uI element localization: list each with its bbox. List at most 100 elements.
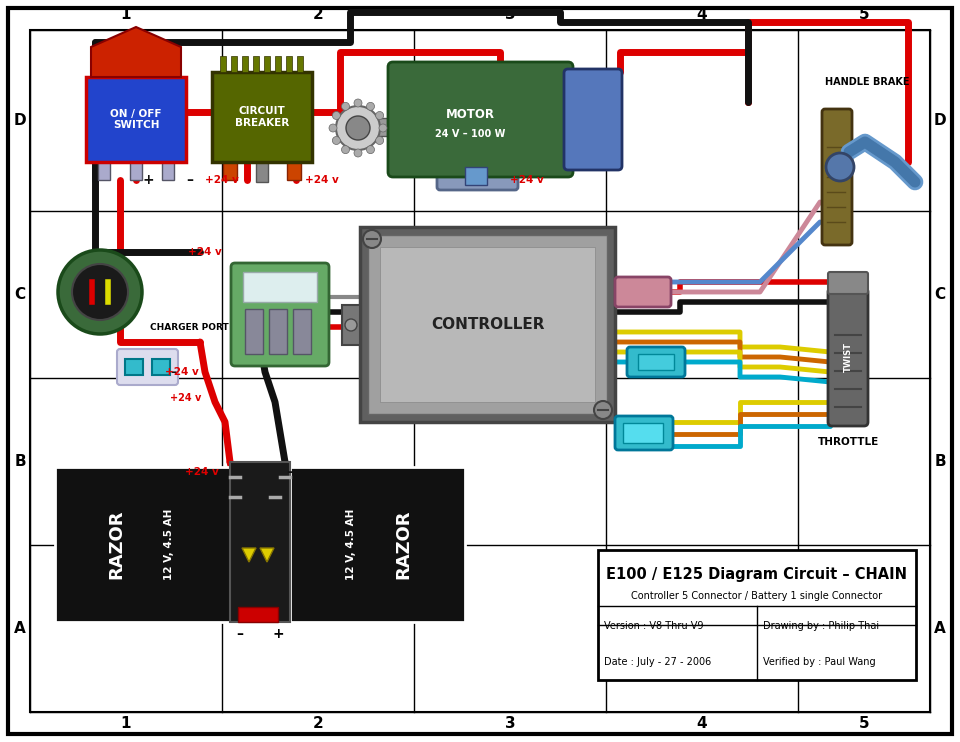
Text: +24 v: +24 v	[188, 247, 222, 257]
Text: RAZOR: RAZOR	[108, 510, 125, 580]
Circle shape	[354, 99, 362, 107]
Text: Verified by : Paul Wang: Verified by : Paul Wang	[763, 657, 876, 667]
Text: –: –	[286, 465, 294, 479]
Bar	[623, 423, 663, 443]
Circle shape	[363, 230, 381, 248]
Text: +24 v: +24 v	[185, 467, 219, 477]
Text: B: B	[14, 454, 26, 469]
Bar	[380, 247, 595, 402]
Polygon shape	[242, 548, 256, 562]
Bar	[253, 56, 259, 72]
Text: 5: 5	[858, 7, 870, 22]
Text: C: C	[14, 287, 26, 302]
Text: CONTROLLER: CONTROLLER	[431, 317, 544, 332]
Text: +: +	[273, 627, 284, 641]
FancyBboxPatch shape	[388, 62, 573, 177]
Text: Drawing by : Philip Thai: Drawing by : Philip Thai	[763, 621, 879, 631]
Text: +24 v: +24 v	[170, 393, 202, 403]
Bar	[638, 354, 674, 370]
Circle shape	[336, 106, 380, 150]
Circle shape	[379, 124, 387, 132]
Text: D: D	[13, 113, 26, 128]
Text: 5: 5	[858, 717, 870, 732]
Text: Controller 5 Connector / Battery 1 single Connector: Controller 5 Connector / Battery 1 singl…	[632, 591, 882, 601]
Text: CHARGER PORT: CHARGER PORT	[150, 323, 228, 332]
Text: ON / OFF
SWITCH: ON / OFF SWITCH	[110, 108, 161, 131]
FancyBboxPatch shape	[822, 109, 852, 245]
FancyBboxPatch shape	[627, 347, 685, 377]
Bar	[290, 467, 465, 622]
Circle shape	[329, 124, 337, 132]
Text: 12 V, 4.5 AH: 12 V, 4.5 AH	[347, 509, 356, 580]
Circle shape	[342, 145, 349, 154]
Text: –: –	[236, 627, 244, 641]
Circle shape	[72, 264, 128, 320]
Bar	[98, 162, 110, 180]
Bar	[264, 56, 270, 72]
Bar	[368, 235, 607, 414]
Text: +: +	[142, 173, 154, 187]
Text: Version : V8 Thru V9: Version : V8 Thru V9	[604, 621, 704, 631]
Text: 4: 4	[697, 7, 708, 22]
Text: D: D	[934, 113, 947, 128]
Text: B: B	[934, 454, 946, 469]
Polygon shape	[260, 548, 274, 562]
Circle shape	[354, 149, 362, 157]
Bar	[242, 56, 248, 72]
Text: Date : July - 27 - 2006: Date : July - 27 - 2006	[604, 657, 711, 667]
Bar	[245, 309, 263, 354]
Text: E100 / E125 Diagram Circuit – CHAIN: E100 / E125 Diagram Circuit – CHAIN	[607, 566, 907, 582]
Bar	[297, 56, 303, 72]
Circle shape	[375, 137, 384, 145]
Bar	[55, 467, 230, 622]
Text: C: C	[934, 287, 946, 302]
Circle shape	[332, 111, 341, 119]
FancyBboxPatch shape	[117, 349, 178, 385]
Bar	[130, 162, 142, 180]
Circle shape	[345, 319, 357, 331]
Text: +24 v: +24 v	[305, 175, 339, 185]
Bar	[243, 272, 317, 302]
Text: HANDLE BRAKE: HANDLE BRAKE	[825, 77, 909, 87]
Bar	[86, 77, 186, 162]
Bar	[465, 167, 487, 185]
Bar	[256, 162, 268, 182]
Bar	[152, 359, 170, 375]
Bar	[360, 118, 398, 136]
Text: +24 v: +24 v	[510, 175, 543, 185]
Bar	[231, 56, 237, 72]
Text: 1: 1	[121, 717, 132, 732]
Bar	[342, 305, 360, 345]
FancyBboxPatch shape	[231, 263, 329, 366]
Text: 4: 4	[697, 717, 708, 732]
Text: TWIST: TWIST	[844, 342, 852, 372]
Circle shape	[58, 250, 142, 334]
Text: CIRCUIT
BREAKER: CIRCUIT BREAKER	[235, 106, 289, 128]
Text: A: A	[14, 621, 26, 636]
Circle shape	[826, 153, 854, 181]
FancyBboxPatch shape	[564, 69, 622, 170]
Circle shape	[332, 137, 341, 145]
Bar	[125, 359, 143, 375]
Text: A: A	[934, 621, 946, 636]
FancyBboxPatch shape	[615, 416, 673, 450]
FancyBboxPatch shape	[615, 277, 671, 307]
FancyBboxPatch shape	[828, 272, 868, 294]
Text: 1: 1	[121, 7, 132, 22]
Bar	[275, 56, 281, 72]
Circle shape	[375, 111, 384, 119]
Text: 2: 2	[313, 717, 324, 732]
Text: 24 V – 100 W: 24 V – 100 W	[435, 128, 506, 139]
Text: RAZOR: RAZOR	[395, 510, 413, 580]
Bar	[286, 56, 292, 72]
Bar	[220, 56, 226, 72]
Text: –: –	[170, 366, 176, 378]
Bar	[287, 162, 301, 180]
Circle shape	[346, 116, 370, 140]
Text: +24 v: +24 v	[205, 175, 239, 185]
Bar	[162, 162, 174, 180]
Bar	[238, 607, 278, 622]
Circle shape	[342, 102, 349, 111]
Text: 3: 3	[505, 7, 516, 22]
Text: –: –	[186, 173, 194, 187]
